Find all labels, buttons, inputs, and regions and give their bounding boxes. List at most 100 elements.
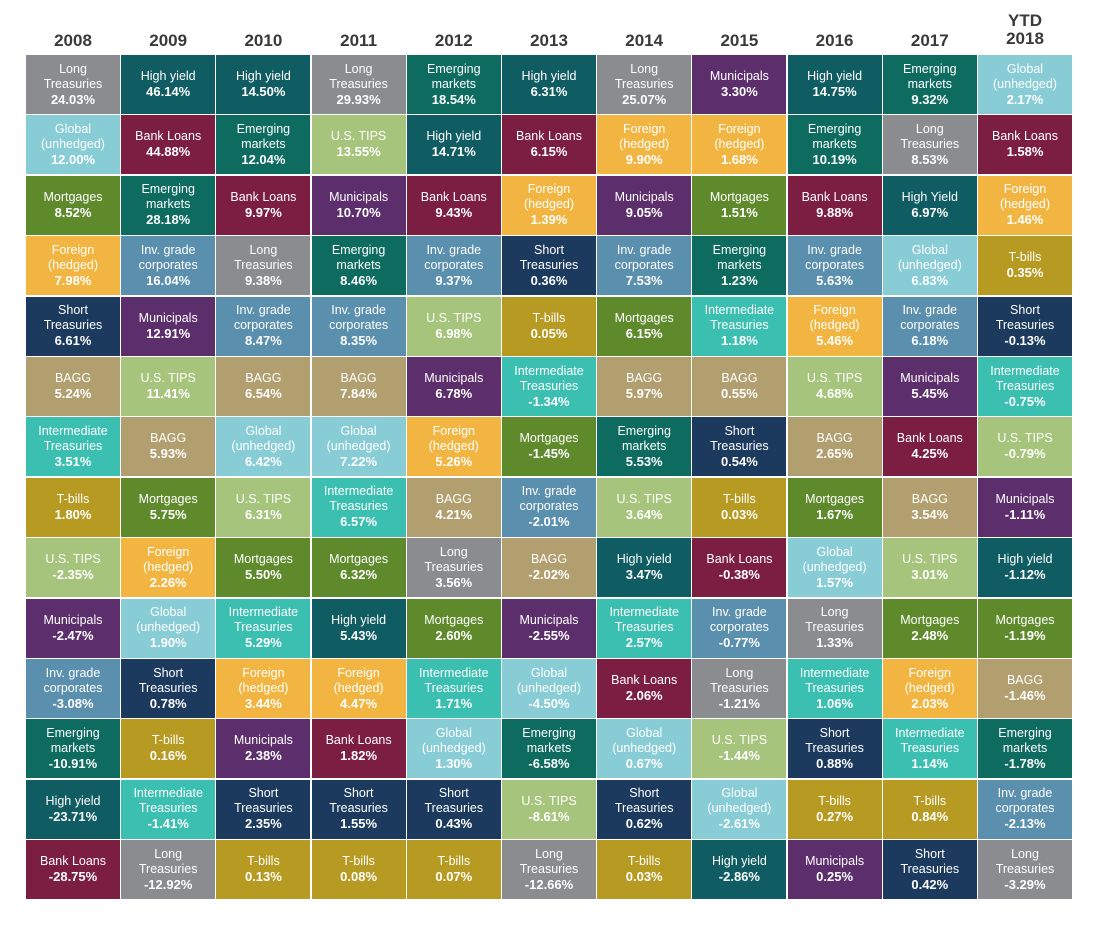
return-value: -1.44%: [718, 748, 760, 764]
asset-class-label: High yield: [426, 129, 482, 144]
return-value: 1.90%: [149, 635, 187, 651]
return-cell: U.S. TIPS -2.35%: [26, 538, 120, 598]
year-header-line: 2015: [720, 31, 759, 50]
return-cell: Inv. grade corporates 8.35%: [311, 296, 406, 356]
asset-class-label: markets: [526, 740, 572, 755]
return-cell: Foreign (hedged) 5.26%: [406, 417, 501, 477]
return-cell: Global (unhedged) 1.90%: [121, 598, 216, 658]
return-value: 5.29%: [244, 635, 282, 651]
asset-class-label: Mortgages: [424, 612, 484, 627]
return-cell: Short Treasuries 0.36%: [502, 236, 596, 296]
asset-class-label: Long: [915, 121, 944, 136]
asset-class-label: BAGG: [816, 431, 853, 446]
asset-class-label: Bank Loans: [515, 129, 583, 144]
return-value: -4.50%: [528, 695, 570, 711]
year-header: YTD 2018: [978, 12, 1072, 48]
asset-class-label: Inv. grade: [521, 484, 577, 499]
asset-class-label: Intermediate: [704, 303, 775, 318]
asset-class-label: Treasuries: [519, 378, 579, 393]
return-value: -2.55%: [528, 627, 570, 643]
return-value: -12.66%: [524, 876, 574, 892]
return-cell: Foreign (hedged) 3.44%: [216, 659, 311, 718]
year-header-line: 2012: [434, 31, 473, 50]
asset-class-label: Mortgages: [709, 189, 769, 204]
return-cell: Long Treasuries 8.53%: [882, 115, 977, 175]
return-value: 9.38%: [244, 272, 282, 288]
asset-class-label: High yield: [331, 612, 387, 627]
return-value: 0.67%: [625, 755, 663, 771]
asset-class-label: Treasuries: [995, 318, 1055, 333]
return-value: 6.18%: [911, 333, 949, 349]
asset-class-label: corporates: [614, 257, 674, 272]
return-value: 0.36%: [530, 272, 568, 288]
return-value: -8.61%: [528, 808, 570, 824]
asset-class-label: Municipals: [233, 733, 293, 748]
asset-class-label: Treasuries: [43, 438, 103, 453]
asset-class-label: Mortgages: [138, 491, 198, 506]
return-value: 13.55%: [336, 144, 381, 160]
return-cell: Global (unhedged) 1.30%: [406, 719, 501, 779]
return-value: 0.08%: [340, 869, 378, 885]
return-value: 0.07%: [435, 869, 473, 885]
asset-class-label: Short: [724, 423, 755, 438]
asset-class-label: T-bills: [1008, 250, 1042, 265]
asset-class-label: BAGG: [530, 552, 568, 567]
return-value: -1.11%: [1004, 506, 1046, 522]
asset-class-label: BAGG: [626, 371, 663, 385]
asset-class-label: Short: [534, 242, 564, 257]
asset-class-label: Treasuries: [614, 76, 674, 91]
return-cell: Emerging markets 8.46%: [311, 236, 406, 296]
return-cell: BAGG 6.54%: [216, 357, 311, 416]
asset-class-label: Mortgages: [519, 431, 579, 446]
return-cell: U.S. TIPS 11.41%: [121, 357, 216, 416]
asset-class-label: Inv. grade: [902, 303, 958, 318]
return-cell: Foreign (hedged) 5.46%: [787, 296, 882, 356]
return-value: 3.30%: [720, 84, 758, 99]
return-cell: T-bills 0.08%: [311, 840, 406, 900]
return-cell: Emerging markets 12.04%: [216, 115, 311, 175]
return-cell: U.S. TIPS -8.61%: [502, 779, 596, 839]
asset-class-label: Municipals: [805, 854, 865, 869]
asset-class-label: Treasuries: [424, 559, 484, 574]
return-cell: Inv. grade corporates 9.37%: [406, 236, 501, 296]
return-cell: Bank Loans -28.75%: [26, 840, 120, 900]
return-cell: Municipals -2.55%: [502, 598, 596, 658]
asset-class-label: corporates: [519, 499, 579, 514]
return-value: 5.93%: [149, 446, 187, 462]
asset-class-label: High yield: [616, 552, 672, 567]
return-cell: Short Treasuries 1.55%: [311, 779, 406, 839]
asset-class-label: Inv. grade: [331, 303, 386, 318]
asset-class-label: U.S. TIPS: [616, 491, 672, 506]
return-value: -0.13%: [1004, 333, 1046, 349]
return-cell: U.S. TIPS 3.01%: [882, 538, 977, 598]
asset-class-label: U.S. TIPS: [426, 310, 482, 325]
asset-class-label: Treasuries: [519, 861, 579, 876]
asset-class-label: Treasuries: [710, 680, 769, 695]
return-value: 9.37%: [435, 272, 473, 288]
asset-class-label: Global: [340, 423, 377, 438]
return-value: 0.43%: [435, 816, 473, 832]
asset-class-label: Short: [914, 846, 945, 861]
asset-class-label: (unhedged): [707, 801, 772, 816]
return-value: 1.67%: [816, 506, 854, 522]
asset-class-label: Inv. grade: [45, 665, 101, 680]
return-value: 0.16%: [149, 748, 187, 764]
return-cell: Long Treasuries -12.66%: [502, 840, 596, 900]
asset-class-label: U.S. TIPS: [711, 733, 768, 748]
asset-class-label: Bank Loans: [420, 189, 487, 204]
return-value: 6.42%: [244, 453, 282, 469]
asset-class-label: Intermediate: [133, 786, 203, 801]
return-cell: Bank Loans 9.88%: [787, 175, 882, 235]
asset-class-label: markets: [1002, 740, 1048, 755]
asset-class-label: Treasuries: [995, 378, 1055, 393]
return-value: 6.98%: [435, 325, 473, 341]
return-value: 5.46%: [816, 333, 854, 349]
asset-class-label: Global: [626, 725, 663, 740]
year-header: 2010: [216, 32, 310, 50]
return-cell: Mortgages 6.32%: [311, 538, 406, 598]
return-cell: Intermediate Treasuries 2.57%: [597, 598, 692, 658]
return-cell: Municipals -2.47%: [26, 598, 120, 658]
asset-class-label: (unhedged): [231, 438, 296, 453]
return-cell: U.S. TIPS 6.98%: [406, 296, 501, 356]
asset-class-label: (unhedged): [41, 136, 105, 151]
